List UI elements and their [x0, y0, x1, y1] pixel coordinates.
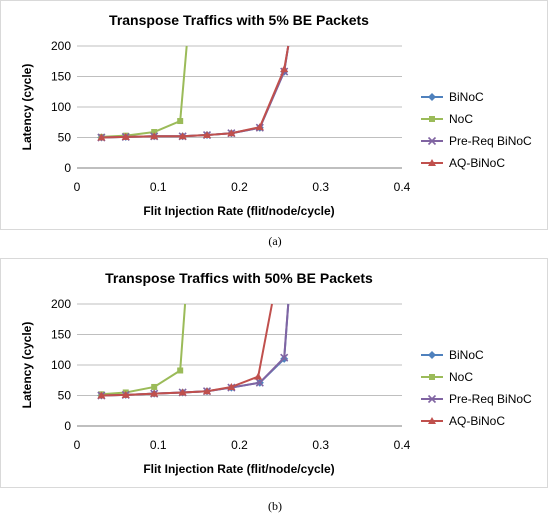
chart-a-legend-noc-marker: [429, 116, 435, 122]
chart-a-svg: Transpose Traffics with 5% BE Packets 0 50…: [20, 12, 532, 218]
chart-a-legend-binoc-label: BiNoC: [449, 90, 484, 104]
chart-b-series-pre-req-binoc-point-7-stroke-2: [280, 353, 289, 362]
chart-b-series-aq-binoc-point-5: [227, 382, 236, 390]
chart-b-legend-noc-label: NoC: [449, 370, 473, 384]
chart-a-ytick-4: 200: [51, 39, 71, 53]
chart-b-plot-area: [97, 303, 290, 400]
chart-b-legend-pre-req-binoc-marker-stroke-2: [427, 394, 437, 404]
chart-a-series-aq-binoc-point-1: [121, 132, 130, 140]
chart-a-series-noc-point-2: [151, 129, 158, 136]
chart-b-legend-pre-req-binoc-marker: [427, 394, 437, 404]
chart-b-series-aq-binoc-point-6: [254, 372, 263, 380]
chart-b-ytick-0: 0: [64, 419, 71, 433]
chart-b-series-aq-binoc-point-1: [121, 390, 130, 398]
chart-b-xtick-4: 0.4: [394, 438, 411, 452]
chart-a-ytick-1: 50: [58, 131, 72, 145]
chart-a-xtick-4: 0.4: [394, 180, 411, 194]
chart-b-series-noc-line: [101, 303, 187, 396]
chart-b-xtick-2: 0.2: [231, 438, 248, 452]
chart-b-ytick-3: 150: [51, 328, 71, 342]
chart-a-xtick-0: 0: [74, 180, 81, 194]
chart-b-ytick-1: 50: [58, 389, 72, 403]
chart-a-legend-binoc-marker: [428, 93, 436, 101]
chart-b: Transpose Traffics with 50% BE Packets 0 5…: [0, 258, 548, 488]
chart-a-ytick-0: 0: [64, 161, 71, 175]
chart-a-legend-noc-label: NoC: [449, 112, 473, 126]
chart-b-legend-binoc-label: BiNoC: [449, 348, 484, 362]
chart-b-series-pre-req-binoc-point-7: [280, 353, 289, 362]
chart-a-plot-area: [97, 45, 290, 142]
chart-b-legend-aq-binoc-marker: [428, 417, 436, 424]
chart-a-legend-aq-binoc-label: AQ-BiNoC: [449, 156, 505, 170]
chart-a-xtick-1: 0.1: [150, 180, 167, 194]
chart-a-ytick-3: 150: [51, 70, 71, 84]
caption-b: (b): [268, 499, 282, 513]
chart-a-title: Transpose Traffics with 5% BE Packets: [109, 12, 369, 28]
chart-b-series-aq-binoc-point-4: [203, 387, 211, 395]
chart-b-series-aq-binoc-point-3: [178, 388, 187, 396]
chart-a-legend-aq-binoc-marker: [428, 159, 436, 166]
chart-a-series-aq-binoc-point-6: [255, 123, 264, 131]
chart-a-legend-pre-req-binoc-label: Pre-Req BiNoC: [449, 134, 532, 148]
chart-a: Transpose Traffics with 5% BE Packets 0 50…: [0, 0, 548, 230]
chart-b-series-noc-point-3: [177, 367, 184, 374]
chart-a-xlabel: Flit Injection Rate (flit/node/cycle): [143, 204, 334, 218]
chart-b-series-pre-req-binoc-point-6-stroke-2: [255, 378, 264, 387]
chart-a-legend-pre-req-binoc-marker: [427, 136, 437, 146]
chart-b-title: Transpose Traffics with 50% BE Packets: [105, 270, 373, 286]
chart-b-legend-binoc-marker: [428, 351, 436, 359]
chart-b-series-pre-req-binoc-point-6: [255, 378, 264, 387]
chart-b-series-aq-binoc-point-2: [150, 389, 159, 397]
chart-a-series-noc-point-3: [177, 118, 184, 125]
chart-b-xtick-0: 0: [74, 438, 81, 452]
chart-b-ytick-4: 200: [51, 297, 71, 311]
chart-a-series-aq-binoc-line: [101, 45, 290, 139]
chart-b-xtick-1: 0.1: [150, 438, 167, 452]
chart-b-ylabel: Latency (cycle): [20, 322, 34, 409]
chart-b-xlabel: Flit Injection Rate (flit/node/cycle): [143, 462, 334, 476]
chart-a-series-aq-binoc-point-4: [203, 131, 211, 139]
chart-a-ytick-2: 100: [51, 100, 71, 114]
chart-b-xtick-3: 0.3: [312, 438, 329, 452]
chart-a-series-noc-line: [101, 45, 188, 138]
chart-a-xtick-2: 0.2: [231, 180, 248, 194]
chart-a-series-aq-binoc-point-3: [178, 132, 187, 140]
chart-a-series-aq-binoc-point-0: [97, 133, 106, 141]
chart-b-series-noc-point-2: [151, 383, 158, 390]
chart-a-series-aq-binoc-point-5: [227, 129, 236, 137]
chart-b-series-aq-binoc-point-0: [97, 391, 106, 399]
chart-a-ylabel: Latency (cycle): [20, 64, 34, 151]
chart-b-legend-noc-marker: [429, 374, 435, 380]
chart-b-svg: Transpose Traffics with 50% BE Packets 0 5…: [20, 270, 532, 476]
chart-a-series-aq-binoc-point-7: [280, 65, 289, 73]
chart-b-series-aq-binoc-line: [101, 303, 273, 397]
chart-a-series-aq-binoc-point-2: [150, 132, 159, 140]
chart-b-legend-pre-req-binoc-label: Pre-Req BiNoC: [449, 392, 532, 406]
chart-a-xtick-3: 0.3: [312, 180, 329, 194]
caption-a: (a): [268, 234, 282, 248]
chart-b-legend-aq-binoc-label: AQ-BiNoC: [449, 414, 505, 428]
chart-b-ytick-2: 100: [51, 358, 71, 372]
chart-a-legend-pre-req-binoc-marker-stroke-2: [427, 136, 437, 146]
